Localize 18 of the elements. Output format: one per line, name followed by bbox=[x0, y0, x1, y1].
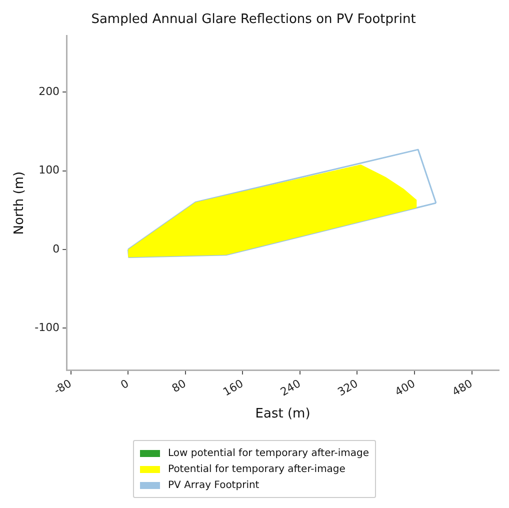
y-axis-title: North (m) bbox=[12, 171, 28, 235]
x-tick-label: 480 bbox=[450, 377, 475, 399]
x-tick-label: 80 bbox=[170, 377, 188, 396]
legend-label: Potential for temporary after-image bbox=[168, 464, 346, 474]
chart-title: Sampled Annual Glare Reflections on PV Footprint bbox=[91, 12, 416, 28]
y-tick-label: 0 bbox=[52, 242, 60, 256]
y-tick-label: 100 bbox=[38, 164, 60, 177]
x-axis-title: East (m) bbox=[255, 406, 310, 422]
x-tick-label: 0 bbox=[118, 377, 132, 392]
x-tick-label: 400 bbox=[392, 377, 418, 399]
y-tick-label: -100 bbox=[34, 320, 60, 334]
legend-label: Low potential for temporary after-image bbox=[168, 448, 369, 458]
x-tick-label: -80 bbox=[52, 377, 74, 398]
x-tick-label: 240 bbox=[278, 377, 303, 399]
y-tick-label: 200 bbox=[38, 85, 60, 98]
x-tick-label: 160 bbox=[220, 377, 246, 399]
legend-label: PV Array Footprint bbox=[168, 480, 260, 490]
x-tick-label: 320 bbox=[335, 377, 360, 399]
